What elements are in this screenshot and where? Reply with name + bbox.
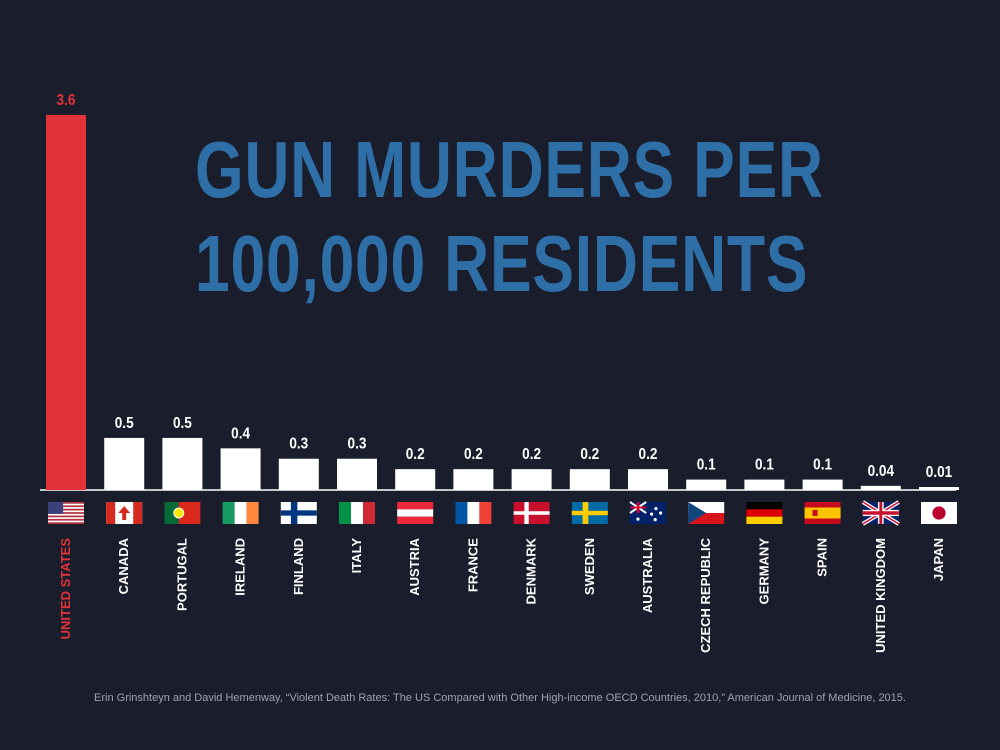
- value-label-australia: 0.2: [639, 446, 658, 463]
- category-label-united-states: UNITED STATES: [58, 538, 73, 640]
- value-label-united-states: 3.6: [57, 92, 76, 109]
- category-label-united-kingdom: UNITED KINGDOM: [873, 538, 888, 653]
- bar-ireland: [220, 448, 261, 490]
- category-label-portugal: PORTUGAL: [174, 538, 189, 611]
- finland-flag-icon: [280, 502, 317, 524]
- bar-germany: [744, 479, 785, 490]
- category-label-ireland: IRELAND: [233, 538, 248, 596]
- category-label-italy: ITALY: [349, 538, 364, 574]
- chart-title-line-2: 100,000 RESIDENTS: [195, 219, 809, 308]
- bar-japan: [919, 487, 959, 490]
- value-label-germany: 0.1: [755, 457, 774, 474]
- bar-united-kingdom: [860, 485, 901, 490]
- bar-united-states: [46, 115, 86, 490]
- ireland-flag-icon: [222, 502, 259, 524]
- bar-france: [453, 469, 494, 490]
- germany-flag-icon: [746, 502, 783, 524]
- denmark-flag-icon: [513, 502, 550, 524]
- category-label-france: FRANCE: [465, 538, 480, 592]
- value-label-france: 0.2: [464, 446, 483, 463]
- value-label-canada: 0.5: [115, 415, 134, 432]
- us-flag-icon: [48, 502, 84, 524]
- bar-finland: [278, 458, 319, 490]
- spain-flag-icon: [804, 502, 841, 524]
- sweden-flag-icon: [571, 502, 608, 524]
- value-label-italy: 0.3: [348, 436, 367, 453]
- value-label-czech-republic: 0.1: [697, 457, 716, 474]
- bar-italy: [337, 458, 377, 490]
- canada-flag-icon: [106, 502, 143, 524]
- category-label-denmark: DENMARK: [524, 537, 539, 604]
- category-label-australia: AUSTRALIA: [640, 537, 655, 613]
- value-label-portugal: 0.5: [173, 415, 192, 432]
- bar-denmark: [511, 469, 552, 490]
- bar-sweden: [569, 469, 610, 490]
- category-label-spain: SPAIN: [815, 538, 830, 577]
- value-label-japan: 0.01: [926, 464, 952, 481]
- japan-flag-icon: [921, 502, 957, 524]
- value-label-ireland: 0.4: [231, 425, 251, 442]
- bar-australia: [628, 469, 668, 490]
- source-citation: Erin Grinshteyn and David Hemenway, “Vio…: [94, 692, 906, 704]
- category-label-canada: CANADA: [116, 537, 131, 594]
- category-label-czech-republic: CZECH REPUBLIC: [698, 537, 713, 652]
- czech-flag-icon: [688, 502, 725, 524]
- value-label-united-kingdom: 0.04: [868, 463, 895, 480]
- bar-portugal: [162, 437, 203, 490]
- australia-flag-icon: [629, 501, 666, 524]
- bar-spain: [802, 479, 843, 490]
- portugal-flag-icon: [164, 502, 201, 524]
- chart-title-line-1: GUN MURDERS PER: [195, 125, 824, 214]
- bar-czech-republic: [686, 479, 727, 490]
- bar-canada: [104, 437, 145, 490]
- category-label-sweden: SWEDEN: [582, 538, 597, 595]
- value-label-finland: 0.3: [289, 436, 308, 453]
- france-flag-icon: [455, 502, 492, 524]
- value-label-spain: 0.1: [813, 457, 832, 474]
- category-label-germany: GERMANY: [756, 538, 771, 605]
- value-label-austria: 0.2: [406, 446, 425, 463]
- austria-flag-icon: [397, 502, 434, 524]
- bar-austria: [395, 469, 436, 490]
- value-label-sweden: 0.2: [580, 446, 599, 463]
- category-label-austria: AUSTRIA: [407, 537, 422, 595]
- value-label-denmark: 0.2: [522, 446, 541, 463]
- category-label-finland: FINLAND: [291, 538, 306, 595]
- uk-flag-icon: [861, 500, 900, 526]
- category-label-japan: JAPAN: [931, 538, 946, 581]
- italy-flag-icon: [339, 502, 375, 524]
